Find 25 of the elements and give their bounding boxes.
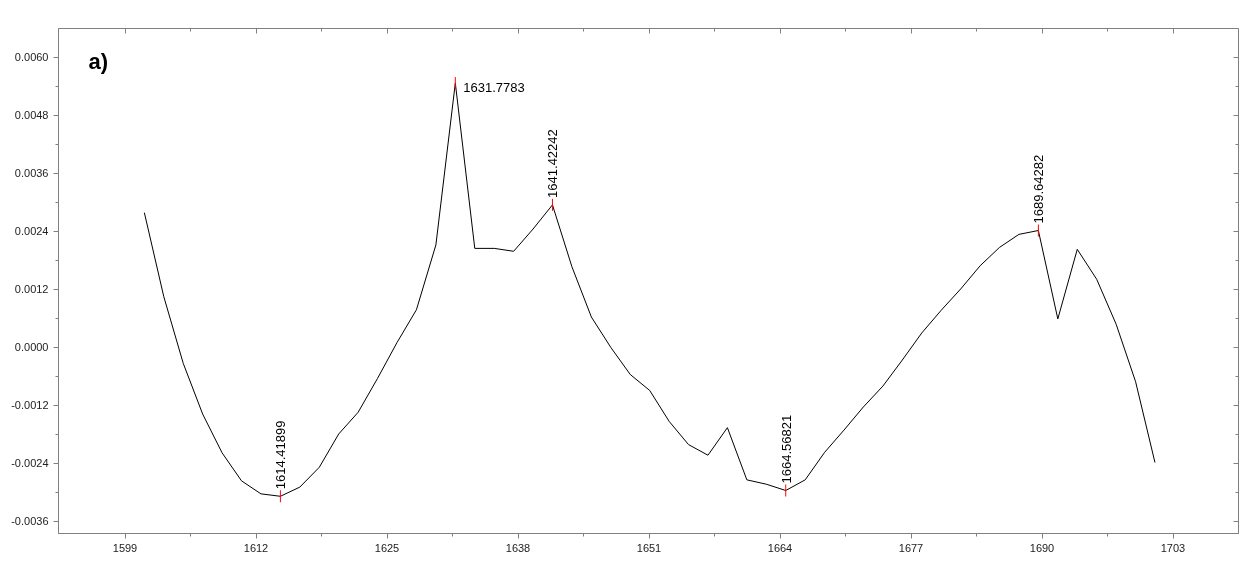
y-tick-label: 0.0036 [14, 167, 49, 180]
x-tick-label: 1651 [636, 541, 662, 554]
annotation: 1664.56821 [778, 414, 794, 484]
x-tick-label: 1625 [374, 541, 400, 554]
y-tick-label: -0.0012 [11, 399, 49, 412]
y-tick-label: 0.0060 [14, 51, 49, 64]
y-tick-label: 0.0012 [14, 283, 49, 296]
y-tick-label: 0.0048 [14, 109, 49, 122]
x-tick-label: 1664 [767, 541, 793, 554]
line-series [143, 82, 1156, 497]
x-tick-label: 1703 [1160, 541, 1186, 554]
y-tick-label: -0.0024 [11, 457, 49, 470]
x-tick-label: 1677 [898, 541, 924, 554]
y-tick-label: 0.0000 [14, 341, 49, 354]
x-tick-label: 1690 [1029, 541, 1055, 554]
x-tick-label: 1638 [505, 541, 531, 554]
y-tick-label: -0.0036 [11, 515, 49, 528]
annotation: 1631.7783 [463, 79, 525, 95]
annotation: 1614.41899 [273, 420, 289, 490]
y-tick-label: 0.0024 [14, 225, 49, 238]
x-tick-label: 1612 [243, 541, 269, 554]
annotation: 1641.42242 [545, 129, 561, 198]
x-tick-label: 1599 [112, 541, 138, 554]
annotation: 1689.64282 [1031, 154, 1047, 224]
annotation: a) [88, 48, 109, 74]
